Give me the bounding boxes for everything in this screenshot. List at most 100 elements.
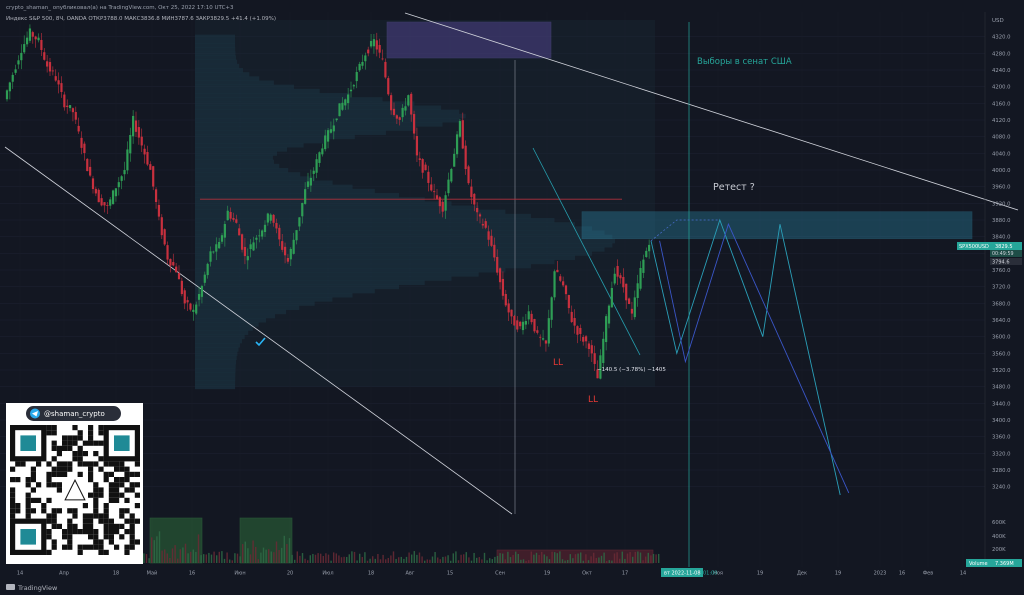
- candle-body: [272, 214, 275, 223]
- qr-module: [15, 477, 21, 483]
- profile-bar: [195, 101, 415, 106]
- handle-pill[interactable]: [26, 406, 121, 421]
- volume-bar: [603, 552, 605, 563]
- candle-body: [83, 143, 86, 154]
- candle-body: [25, 37, 29, 45]
- candle-body: [261, 230, 264, 237]
- qr-module: [103, 549, 109, 555]
- volume-bar: [314, 554, 317, 563]
- volume-bar: [213, 551, 215, 563]
- candle-body: [321, 148, 324, 155]
- qr-module: [51, 518, 57, 524]
- qr-module: [46, 518, 52, 524]
- candle-body: [281, 241, 284, 250]
- qr-module: [25, 508, 31, 514]
- volume-bar: [418, 552, 421, 563]
- qr-module: [103, 523, 109, 529]
- qr-module: [98, 518, 104, 524]
- qr-module: [41, 503, 47, 509]
- qr-module: [93, 492, 99, 498]
- candle-body: [390, 95, 393, 111]
- qr-module: [93, 482, 99, 488]
- telegram-plane-icon: [32, 411, 38, 417]
- qr-module: [124, 549, 130, 555]
- candle-body: [616, 266, 619, 277]
- qr-module: [46, 549, 52, 555]
- volume-bar: [429, 559, 431, 563]
- candle-body: [34, 36, 37, 40]
- candle-body: [349, 89, 353, 92]
- candle-body: [602, 338, 605, 364]
- candle-body: [286, 257, 290, 262]
- qr-module: [36, 482, 42, 488]
- support-trendline: [4, 146, 513, 515]
- candle-body: [252, 242, 255, 251]
- candle-body: [117, 182, 120, 188]
- time-tick-label: Июл: [322, 571, 333, 577]
- volume-bar: [426, 559, 428, 563]
- profile-bar: [195, 88, 320, 94]
- qr-module: [10, 477, 16, 483]
- qr-module: [56, 451, 62, 457]
- qr-module: [93, 544, 99, 550]
- volume-tick-label: 400K: [992, 534, 1006, 540]
- candle-body: [453, 153, 456, 167]
- candle-body: [177, 273, 181, 280]
- volume-bar: [203, 554, 205, 563]
- candle-body: [605, 316, 608, 343]
- volume-bar: [572, 558, 574, 563]
- qr-module: [119, 508, 125, 514]
- volume-bar: [606, 560, 608, 563]
- qr-module: [98, 466, 104, 472]
- profile-bar: [195, 238, 615, 244]
- price-tick-label: 3560.0: [992, 351, 1011, 357]
- candle-body: [401, 107, 404, 118]
- qr-module: [10, 497, 16, 503]
- candle-body: [576, 326, 579, 335]
- price-tick-label: 3720.0: [992, 285, 1011, 291]
- qr-module: [108, 518, 114, 524]
- candle-body: [8, 82, 11, 92]
- profile-bar: [195, 201, 452, 206]
- candle-body: [622, 277, 625, 288]
- qr-module: [46, 471, 52, 477]
- volume-bar: [421, 556, 423, 563]
- volume-bar: [624, 558, 626, 563]
- candle-body: [587, 343, 591, 350]
- volume-bar: [223, 558, 226, 563]
- volume-bar: [470, 560, 473, 563]
- qr-module: [93, 529, 99, 535]
- volume-bar: [642, 560, 644, 563]
- profile-bar: [195, 247, 605, 252]
- qr-module: [77, 529, 83, 535]
- qr-module: [88, 513, 94, 519]
- candle-body: [378, 44, 381, 53]
- candle-body: [567, 295, 570, 309]
- candle-body: [384, 61, 387, 78]
- volume-bar: [325, 553, 327, 563]
- volume-bar: [452, 553, 454, 563]
- brand-label[interactable]: TradingView: [17, 584, 58, 592]
- profile-bar: [195, 384, 236, 390]
- volume-tick-label: 200K: [992, 547, 1006, 553]
- candle-body: [77, 125, 80, 132]
- profile-bar: [195, 338, 242, 344]
- candle-body: [501, 278, 505, 296]
- volume-bar: [525, 560, 527, 563]
- time-axis[interactable]: 14 Апр 18 Май 16 Июн 20 Июл 18 Авг 15 Сен 19 Окт 17 Ноя…: [17, 570, 966, 577]
- qr-module: [124, 477, 130, 483]
- candle-body: [438, 197, 441, 207]
- candle-body: [344, 99, 347, 106]
- volume-bar: [486, 560, 488, 563]
- volume-bar: [392, 551, 395, 563]
- profile-bar: [195, 351, 238, 356]
- qr-module: [56, 487, 62, 493]
- qr-module: [124, 466, 130, 472]
- time-tick-label: Дек: [797, 571, 807, 577]
- qr-module: [77, 445, 83, 451]
- profile-bar: [195, 51, 236, 56]
- profile-bar: [195, 109, 460, 115]
- volume-bar: [309, 555, 311, 563]
- volume-bar: [307, 560, 309, 563]
